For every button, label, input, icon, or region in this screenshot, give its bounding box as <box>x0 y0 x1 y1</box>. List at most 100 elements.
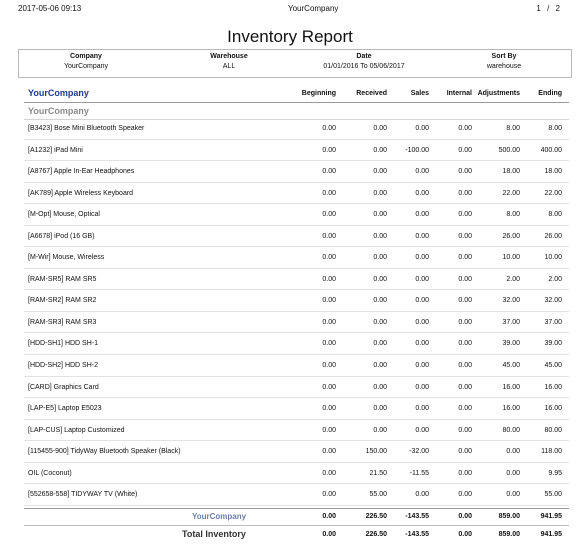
cell-sales: 0.00 <box>415 405 429 413</box>
cell-adjustments: 45.00 <box>502 362 520 370</box>
cell-internal: 0.00 <box>458 254 472 262</box>
cell-ending: 55.00 <box>544 491 562 499</box>
cell-ending: 26.00 <box>544 232 562 240</box>
cell-ending: 9.95 <box>548 469 562 477</box>
cell-adjustments: 8.00 <box>506 211 520 219</box>
total-internal: 0.00 <box>458 531 472 538</box>
subtotal-label: YourCompany <box>192 512 247 521</box>
cell-sales: -100.00 <box>405 146 429 154</box>
product-name: [RAM-SR2] RAM SR2 <box>28 297 97 305</box>
param-company-label: Company <box>70 53 102 60</box>
cell-beginning: 0.00 <box>322 340 336 348</box>
cell-beginning: 0.00 <box>322 146 336 154</box>
cell-ending: 118.00 <box>541 448 562 456</box>
total-sales: -143.55 <box>405 531 429 538</box>
cell-beginning: 0.00 <box>322 275 336 283</box>
table-row: [M-Opt] Mouse, Optical 0.00 0.00 0.00 0.00 8.… <box>24 204 569 226</box>
cell-ending: 2.00 <box>548 275 562 283</box>
product-name: [CARD] Graphics Card <box>28 383 99 391</box>
table-row: [115455-900] TidyWay Bluetooth Speaker (… <box>24 441 569 463</box>
cell-adjustments: 80.00 <box>502 426 520 434</box>
total-beginning: 0.00 <box>322 531 336 538</box>
cell-ending: 32.00 <box>544 297 562 305</box>
cell-received: 21.50 <box>369 469 387 477</box>
product-name: [LAP-E5] Laptop E5023 <box>28 405 102 413</box>
cell-internal: 0.00 <box>458 383 472 391</box>
column-header-company: YourCompany <box>28 88 89 98</box>
cell-ending: 45.00 <box>544 362 562 370</box>
cell-adjustments: 2.00 <box>506 275 520 283</box>
cell-adjustments: 0.00 <box>506 469 520 477</box>
cell-sales: 0.00 <box>415 297 429 305</box>
cell-received: 150.00 <box>365 448 387 456</box>
table-row: [AK789] Apple Wireless Keyboard 0.00 0.00 0… <box>24 183 569 205</box>
table-row: [HDD-SH1] HDD SH-1 0.00 0.00 0.00 0.00 39.00 3… <box>24 333 569 356</box>
cell-sales: 0.00 <box>415 189 429 197</box>
cell-adjustments: 16.00 <box>502 383 520 391</box>
cell-ending: 22.00 <box>544 189 562 197</box>
table-row: [B3423] Bose Mini Bluetooth Speaker 0.00 0… <box>24 118 569 140</box>
cell-internal: 0.00 <box>458 362 472 370</box>
cell-beginning: 0.00 <box>322 254 336 262</box>
total-label: Total Inventory <box>182 529 246 539</box>
cell-internal: 0.00 <box>458 146 472 154</box>
param-company-value: YourCompany <box>63 63 109 70</box>
cell-beginning: 0.00 <box>322 125 336 132</box>
product-name: [RAM-SR5] RAM SR5 <box>28 275 97 283</box>
cell-received: 0.00 <box>373 146 387 154</box>
table-row: [A1232] iPad Mini 0.00 0.00 -100.00 0.00 500.… <box>24 140 569 162</box>
cell-internal: 0.00 <box>458 491 472 499</box>
param-sort: Sort By warehouse <box>459 53 549 70</box>
product-name: [A8767] Apple In-Ear Headphones <box>28 168 135 176</box>
total-adjustments: 859.00 <box>498 531 520 538</box>
cell-received: 0.00 <box>373 125 387 132</box>
cell-ending: 400.00 <box>540 146 562 154</box>
cell-internal: 0.00 <box>458 448 472 456</box>
param-company: Company YourCompany <box>41 53 131 70</box>
table-row: [552658-558] TIDYWAY TV (White) 0.00 55.00… <box>24 484 569 506</box>
cell-sales: 0.00 <box>415 383 429 391</box>
cell-received: 0.00 <box>373 426 387 434</box>
cell-received: 0.00 <box>373 254 387 262</box>
product-name: [552658-558] TIDYWAY TV (White) <box>28 491 138 499</box>
product-name: [HDD-SH2] HDD SH-2 <box>28 362 99 370</box>
subtotal-adjustments: 859.00 <box>498 513 520 520</box>
total-ending: 941.95 <box>540 531 562 538</box>
table-row: [M-Wir] Mouse, Wireless 0.00 0.00 0.00 0.00 1… <box>24 247 569 269</box>
table-row: [RAM-SR5] RAM SR5 0.00 0.00 0.00 0.00 2.00 2.0… <box>24 269 569 291</box>
cell-beginning: 0.00 <box>322 383 336 391</box>
cell-beginning: 0.00 <box>322 448 336 456</box>
product-name: [A1232] iPad Mini <box>28 146 83 154</box>
cell-internal: 0.00 <box>458 340 472 348</box>
param-warehouse-label: Warehouse <box>210 53 248 60</box>
cell-sales: 0.00 <box>415 254 429 262</box>
cell-internal: 0.00 <box>458 168 472 176</box>
cell-ending: 37.00 <box>544 318 562 326</box>
subtotal-row: YourCompany 0.00 226.50 -143.55 0.00 859… <box>24 508 569 524</box>
cell-sales: -32.00 <box>409 448 429 456</box>
cell-internal: 0.00 <box>458 211 472 219</box>
cell-internal: 0.00 <box>458 405 472 413</box>
table-header: YourCompany Beginning Received Sales Int… <box>24 87 569 103</box>
param-warehouse-value: ALL <box>222 63 236 70</box>
product-name: [M-Opt] Mouse, Optical <box>28 211 100 219</box>
subtotal-beginning: 0.00 <box>322 513 336 520</box>
cell-received: 0.00 <box>373 189 387 197</box>
cell-ending: 10.00 <box>544 254 562 262</box>
cell-received: 0.00 <box>373 211 387 219</box>
cell-sales: 0.00 <box>415 426 429 434</box>
column-header-ending: Ending <box>538 90 562 97</box>
table-row: [RAM-SR3] RAM SR3 0.00 0.00 0.00 0.00 37.00 37… <box>24 312 569 334</box>
table-row: [RAM-SR2] RAM SR2 0.00 0.00 0.00 0.00 32.00 32… <box>24 290 569 312</box>
param-sort-label: Sort By <box>491 53 517 60</box>
cell-internal: 0.00 <box>458 125 472 132</box>
cell-ending: 16.00 <box>544 405 562 413</box>
cell-beginning: 0.00 <box>322 211 336 219</box>
column-header-internal: Internal <box>446 90 472 97</box>
cell-beginning: 0.00 <box>322 362 336 370</box>
cell-sales: 0.00 <box>415 232 429 240</box>
product-name: [AK789] Apple Wireless Keyboard <box>28 189 134 197</box>
cell-beginning: 0.00 <box>322 426 336 434</box>
table-row: [CARD] Graphics Card 0.00 0.00 0.00 0.00 16.0… <box>24 377 569 399</box>
cell-adjustments: 39.00 <box>502 340 520 348</box>
